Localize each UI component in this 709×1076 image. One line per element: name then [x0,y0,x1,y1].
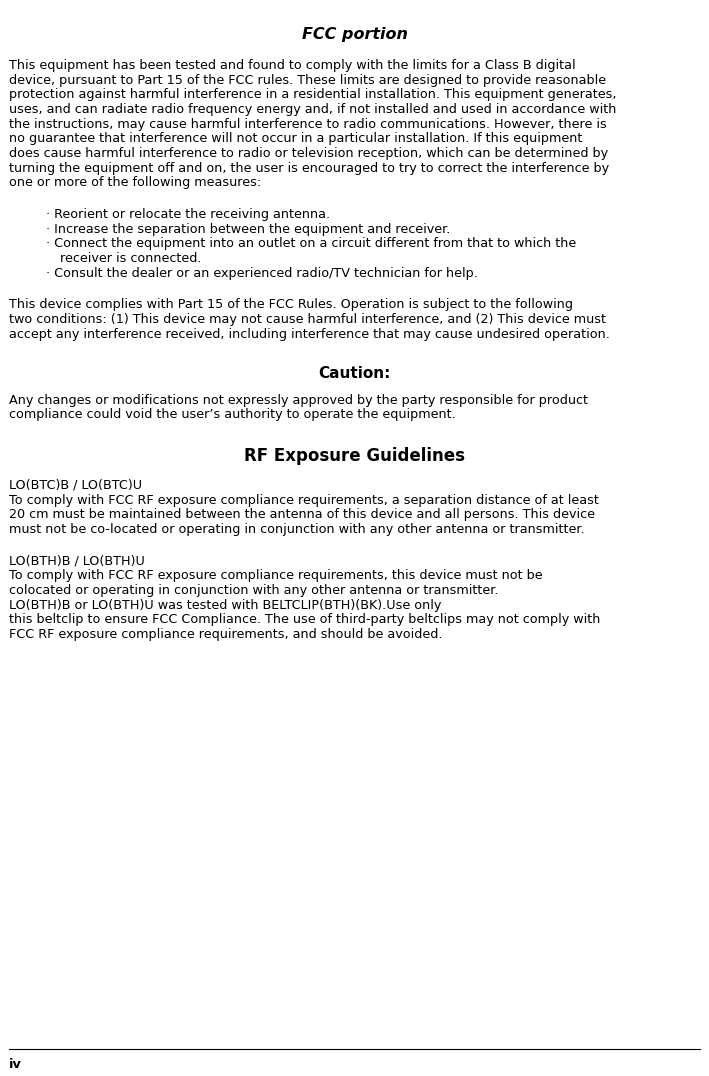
Text: turning the equipment off and on, the user is encouraged to try to correct the i: turning the equipment off and on, the us… [9,161,609,174]
Text: 20 cm must be maintained between the antenna of this device and all persons. Thi: 20 cm must be maintained between the ant… [9,508,596,521]
Text: This equipment has been tested and found to comply with the limits for a Class B: This equipment has been tested and found… [9,59,576,72]
Text: uses, and can radiate radio frequency energy and, if not installed and used in a: uses, and can radiate radio frequency en… [9,103,617,116]
Text: this beltclip to ensure FCC Compliance. The use of third-party beltclips may not: this beltclip to ensure FCC Compliance. … [9,613,601,626]
Text: · Connect the equipment into an outlet on a circuit different from that to which: · Connect the equipment into an outlet o… [46,238,576,251]
Text: one or more of the following measures:: one or more of the following measures: [9,176,262,189]
Text: colocated or operating in conjunction with any other antenna or transmitter.: colocated or operating in conjunction wi… [9,584,498,597]
Text: Caution:: Caution: [318,366,391,381]
Text: RF Exposure Guidelines: RF Exposure Guidelines [244,447,465,465]
Text: Any changes or modifications not expressly approved by the party responsible for: Any changes or modifications not express… [9,394,588,407]
Text: To comply with FCC RF exposure compliance requirements, a separation distance of: To comply with FCC RF exposure complianc… [9,494,599,507]
Text: protection against harmful interference in a residential installation. This equi: protection against harmful interference … [9,88,617,101]
Text: · Increase the separation between the equipment and receiver.: · Increase the separation between the eq… [46,223,450,236]
Text: This device complies with Part 15 of the FCC Rules. Operation is subject to the : This device complies with Part 15 of the… [9,298,573,311]
Text: · Consult the dealer or an experienced radio/TV technician for help.: · Consult the dealer or an experienced r… [46,267,478,280]
Text: iv: iv [9,1058,22,1071]
Text: does cause harmful interference to radio or television reception, which can be d: does cause harmful interference to radio… [9,147,608,160]
Text: LO(BTC)B / LO(BTC)U: LO(BTC)B / LO(BTC)U [9,479,143,492]
Text: · Reorient or relocate the receiving antenna.: · Reorient or relocate the receiving ant… [46,208,330,221]
Text: must not be co-located or operating in conjunction with any other antenna or tra: must not be co-located or operating in c… [9,523,585,536]
Text: FCC RF exposure compliance requirements, and should be avoided.: FCC RF exposure compliance requirements,… [9,627,442,641]
Text: accept any interference received, including interference that may cause undesire: accept any interference received, includ… [9,328,610,341]
Text: two conditions: (1) This device may not cause harmful interference, and (2) This: two conditions: (1) This device may not … [9,313,606,326]
Text: compliance could void the user’s authority to operate the equipment.: compliance could void the user’s authori… [9,409,456,422]
Text: LO(BTH)B or LO(BTH)U was tested with BELTCLIP(BTH)(BK).Use only: LO(BTH)B or LO(BTH)U was tested with BEL… [9,598,442,611]
Text: FCC portion: FCC portion [301,27,408,42]
Text: the instructions, may cause harmful interference to radio communications. Howeve: the instructions, may cause harmful inte… [9,117,607,130]
Text: receiver is connected.: receiver is connected. [60,252,202,265]
Text: no guarantee that interference will not occur in a particular installation. If t: no guarantee that interference will not … [9,132,583,145]
Text: LO(BTH)B / LO(BTH)U: LO(BTH)B / LO(BTH)U [9,554,145,568]
Text: device, pursuant to Part 15 of the FCC rules. These limits are designed to provi: device, pursuant to Part 15 of the FCC r… [9,74,606,87]
Text: To comply with FCC RF exposure compliance requirements, this device must not be: To comply with FCC RF exposure complianc… [9,569,543,582]
